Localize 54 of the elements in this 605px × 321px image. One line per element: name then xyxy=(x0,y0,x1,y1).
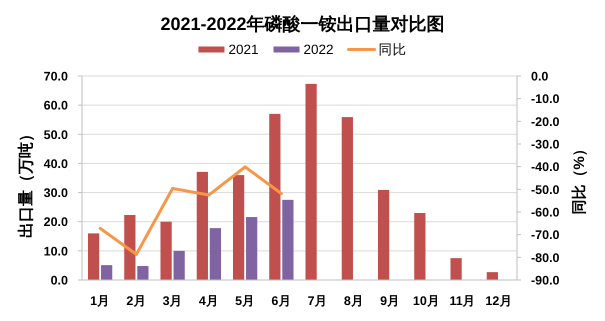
y-tick-label: 70.0 xyxy=(44,70,68,84)
x-tick-label: 1月 xyxy=(90,294,110,308)
bar xyxy=(174,250,185,280)
y-tick-label: 30.0 xyxy=(44,186,68,200)
x-tick-label: 12月 xyxy=(485,294,512,308)
bar xyxy=(342,117,353,280)
chart-title: 2021-2022年磷酸一铵出口量对比图 xyxy=(160,14,445,34)
y2-tick-label: -60.0 xyxy=(531,206,560,220)
x-tick-label: 9月 xyxy=(380,294,400,308)
y-axis-title: 出口量（万吨） xyxy=(17,126,35,238)
y-tick-label: 40.0 xyxy=(44,156,68,171)
x-tick-label: 7月 xyxy=(308,294,328,308)
bar xyxy=(101,265,112,280)
y2-tick-label: -80.0 xyxy=(531,250,560,265)
bar xyxy=(210,228,222,280)
bar xyxy=(124,215,136,280)
bar xyxy=(196,172,208,280)
y-tick-label: 60.0 xyxy=(44,98,68,113)
y2-tick-label: -10.0 xyxy=(531,92,560,106)
x-tick-label: 4月 xyxy=(198,294,219,308)
y2-tick-label: -70.0 xyxy=(531,228,560,242)
x-tick-label: 8月 xyxy=(344,294,364,308)
legend-label: 2022 xyxy=(304,42,334,57)
y2-tick-label: -20.0 xyxy=(531,114,560,129)
bar xyxy=(282,200,294,280)
y-tick-label: 20.0 xyxy=(44,215,68,230)
x-tick-label: 5月 xyxy=(235,294,256,308)
y2-tick-label: -50.0 xyxy=(531,182,560,197)
bar xyxy=(232,175,244,280)
y2-axis-title: 同比（%） xyxy=(571,141,588,215)
y2-tick-label: -30.0 xyxy=(531,138,560,152)
y2-tick-label: -90.0 xyxy=(531,274,560,288)
x-tick-label: 3月 xyxy=(162,294,183,308)
y2-tick-label: -40.0 xyxy=(531,160,560,174)
bar xyxy=(305,84,317,280)
x-tick-label: 6月 xyxy=(271,294,292,308)
x-tick-label: 11月 xyxy=(450,294,476,308)
bar xyxy=(88,233,100,280)
bar xyxy=(450,258,462,280)
legend-label: 同比 xyxy=(378,42,407,57)
y-tick-label: 0.0 xyxy=(50,274,68,288)
legend-label: 2021 xyxy=(228,42,258,57)
bar xyxy=(246,217,258,280)
bar xyxy=(486,272,498,280)
x-tick-label: 2月 xyxy=(126,294,146,308)
y-tick-label: 10.0 xyxy=(44,244,68,258)
x-tick-label: 10月 xyxy=(412,294,440,308)
bar xyxy=(137,266,149,280)
bar xyxy=(269,114,280,280)
bar xyxy=(160,222,172,280)
bar xyxy=(414,212,426,280)
bar xyxy=(378,190,390,280)
y2-tick-label: 0.0 xyxy=(531,70,548,84)
y-tick-label: 50.0 xyxy=(44,128,68,142)
